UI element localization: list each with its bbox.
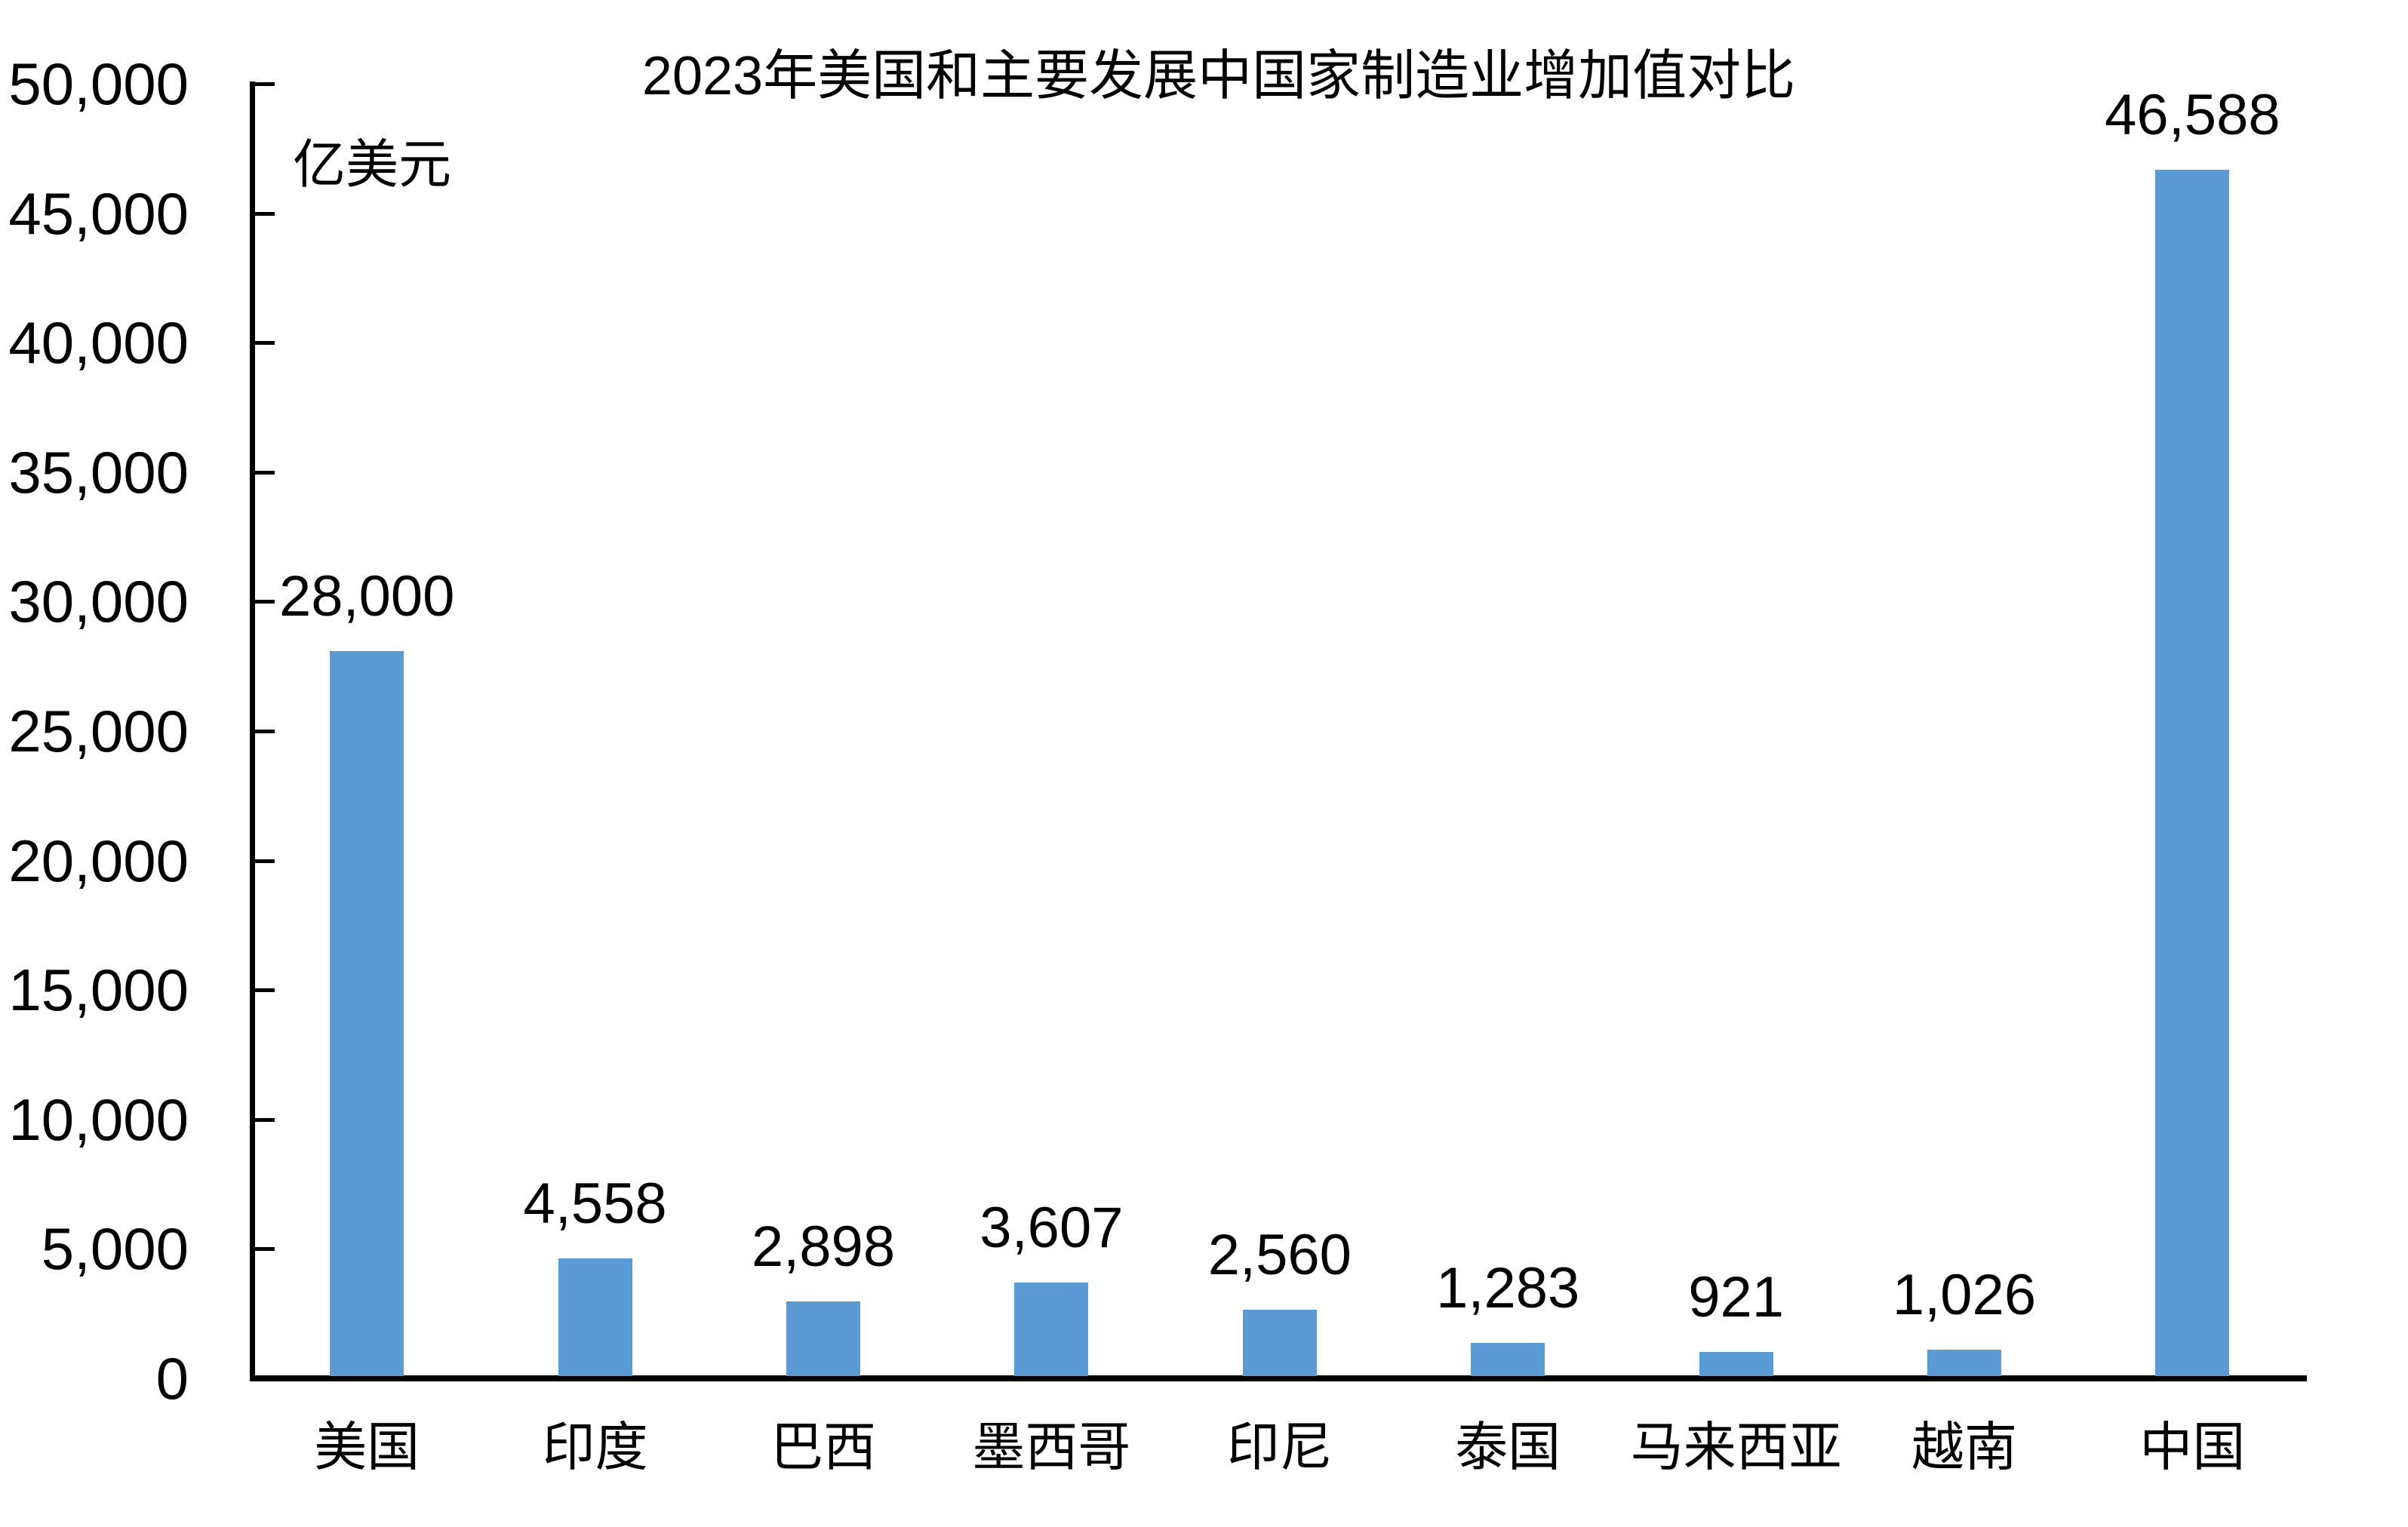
category-label: 马来西亚 [1630,1419,1842,1477]
y-tick-mark [255,1117,275,1122]
y-tick-label: 5,000 [41,1215,189,1283]
y-tick-label: 30,000 [8,568,189,635]
y-tick-mark [255,730,275,733]
bar-value-label: 28,000 [278,564,455,628]
bar [1471,1343,1545,1376]
y-tick-label: 15,000 [8,957,189,1024]
category-label: 印尼 [1226,1419,1333,1477]
y-tick-mark [255,211,275,216]
y-tick-label: 25,000 [8,698,189,764]
bar-value-label: 1,283 [1436,1256,1580,1320]
y-tick-label: 20,000 [8,827,189,894]
category-label: 巴西 [770,1419,876,1477]
bar-value-label: 2,560 [1207,1223,1352,1287]
y-tick-mark [255,600,275,604]
bar-value-label: 921 [1688,1265,1784,1329]
category-label: 印度 [542,1419,648,1477]
bar [1927,1350,2001,1376]
category-label: 美国 [314,1419,420,1477]
x-axis-line [250,1375,2307,1381]
category-label: 墨西哥 [972,1419,1131,1477]
y-tick-mark [255,988,275,993]
y-tick-label: 10,000 [8,1086,189,1153]
category-label: 泰国 [1455,1419,1561,1477]
bar [2155,170,2230,1376]
category-label: 中国 [2139,1419,2246,1477]
bar-value-label: 1,026 [1892,1263,2037,1327]
bar-value-label: 4,558 [523,1172,667,1236]
bar [1242,1310,1317,1376]
y-tick-mark [255,859,275,863]
chart-title: 2023年美国和主要发展中国家制造业增加值对比 [641,46,1796,106]
category-label: 越南 [1911,1419,2017,1477]
y-tick-label: 40,000 [8,309,189,376]
y-tick-label: 50,000 [8,51,189,117]
y-axis-unit-label: 亿美元 [293,137,451,195]
y-axis-line [250,81,255,1381]
bar [330,651,404,1376]
y-tick-mark [255,82,275,86]
y-tick-mark [255,470,275,475]
bar [558,1258,632,1376]
bar [786,1301,860,1376]
bar-value-label: 2,898 [751,1215,896,1279]
y-tick-label: 0 [155,1345,189,1412]
y-tick-label: 35,000 [8,438,189,505]
bar [1699,1352,1773,1376]
y-tick-mark [255,341,275,346]
bar-value-label: 46,588 [2105,83,2280,147]
bar-value-label: 3,607 [979,1196,1124,1260]
bar [1014,1283,1089,1376]
y-tick-label: 45,000 [8,180,189,247]
y-tick-mark [255,1247,275,1252]
